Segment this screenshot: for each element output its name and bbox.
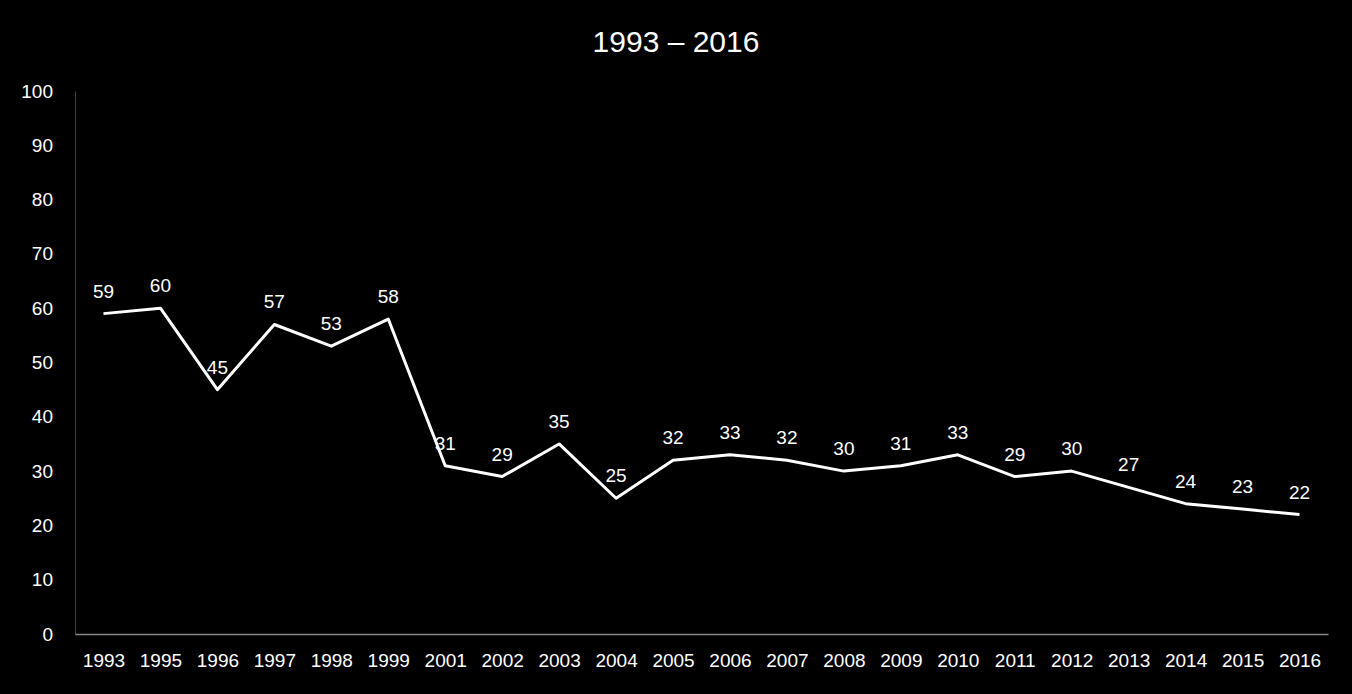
data-label: 60: [150, 275, 171, 296]
data-label: 33: [947, 422, 968, 443]
x-tick-label: 2013: [1108, 650, 1150, 671]
data-label: 35: [549, 411, 570, 432]
x-tick: 2004: [595, 650, 638, 671]
data-label: 22: [1289, 482, 1310, 503]
x-tick-label: 1999: [368, 650, 410, 671]
data-label: 25: [605, 465, 626, 486]
x-tick-label: 2011: [995, 650, 1036, 671]
x-tick: 1995: [140, 650, 182, 671]
x-tick-label: 2003: [538, 650, 580, 671]
x-tick-label: 2010: [937, 650, 979, 671]
x-tick-label: 1997: [254, 650, 296, 671]
data-label: 32: [776, 427, 797, 448]
x-axis: 1993 1995 1996 1997 1998 1999 2001 2002 2003 2004…: [76, 635, 1329, 672]
x-tick-label: 2009: [880, 650, 922, 671]
y-tick-label: 20: [32, 515, 53, 536]
x-tick: 2016: [1279, 650, 1321, 671]
x-tick-label: 2004: [595, 650, 638, 671]
y-tick-label: 80: [32, 189, 53, 210]
x-tick: 2014: [1165, 650, 1208, 671]
y-tick-label: 50: [32, 352, 53, 373]
x-tick: 2015: [1222, 650, 1264, 671]
line: [103, 308, 1299, 514]
data-label: 30: [1061, 438, 1082, 459]
x-tick-label: 1998: [311, 650, 353, 671]
data-label: 58: [378, 286, 399, 307]
y-tick-label: 90: [32, 135, 53, 156]
data-label: 31: [435, 433, 456, 454]
x-tick-label: 2016: [1279, 650, 1321, 671]
x-tick-label: 2001: [425, 650, 467, 671]
data-label: 27: [1118, 454, 1139, 475]
data-label: 59: [93, 281, 114, 302]
x-tick: 2005: [652, 650, 694, 671]
x-tick-label: 2008: [823, 650, 865, 671]
x-tick-label: 2005: [652, 650, 694, 671]
y-tick-label: 100: [21, 81, 53, 102]
x-tick: 2002: [482, 650, 524, 671]
x-tick-label: 1996: [197, 650, 239, 671]
x-tick-label: 2006: [709, 650, 751, 671]
data-label: 31: [890, 433, 911, 454]
plot-area: [103, 308, 1299, 514]
x-tick: 1998: [311, 650, 353, 671]
x-tick: 2010: [937, 650, 979, 671]
y-axis: 0 10 20 30 40 50 60 70 80 90 100: [21, 81, 75, 645]
x-tick: 2013: [1108, 650, 1150, 671]
x-tick-label: 2007: [766, 650, 808, 671]
data-label: 30: [833, 438, 854, 459]
x-tick: 2011: [995, 650, 1036, 671]
y-tick-label: 60: [32, 298, 53, 319]
x-tick-label: 2014: [1165, 650, 1208, 671]
data-label: 24: [1175, 471, 1197, 492]
y-tick-label: 0: [42, 624, 53, 645]
y-tick-label: 10: [32, 569, 53, 590]
y-tick: 90: [32, 135, 53, 156]
x-tick-label: 2012: [1051, 650, 1093, 671]
y-tick: 0: [42, 624, 53, 645]
y-tick: 50: [32, 352, 53, 373]
data-label: 29: [492, 444, 513, 465]
x-tick-label: 1995: [140, 650, 182, 671]
y-axis-line: [75, 92, 76, 635]
y-tick-label: 70: [32, 243, 53, 264]
y-tick: 80: [32, 189, 53, 210]
data-label: 32: [662, 427, 683, 448]
y-tick-label: 30: [32, 461, 53, 482]
x-tick-label: 1993: [83, 650, 125, 671]
x-tick-label: 2015: [1222, 650, 1264, 671]
x-tick: 2012: [1051, 650, 1093, 671]
y-tick: 100: [21, 81, 53, 102]
x-tick: 2007: [766, 650, 808, 671]
y-tick: 10: [32, 569, 53, 590]
data-label: 33: [719, 422, 740, 443]
y-tick: 60: [32, 298, 53, 319]
x-tick: 1996: [197, 650, 239, 671]
x-tick: 1999: [368, 650, 410, 671]
data-label: 57: [264, 291, 285, 312]
background: [0, 0, 1352, 694]
chart: 1993 – 201601020304050607080901001993199…: [0, 0, 1352, 694]
x-tick: 2001: [425, 650, 467, 671]
x-tick: 2006: [709, 650, 751, 671]
x-axis-line: [76, 634, 1329, 636]
y-tick: 30: [32, 461, 53, 482]
x-tick: 2003: [538, 650, 580, 671]
x-tick: 2009: [880, 650, 922, 671]
data-label: 29: [1004, 444, 1025, 465]
title: 1993 – 2016: [593, 25, 760, 58]
y-tick: 40: [32, 406, 53, 427]
x-tick-label: 2002: [482, 650, 524, 671]
y-tick: 20: [32, 515, 53, 536]
data-label: 23: [1232, 476, 1253, 497]
data-label: 45: [207, 357, 228, 378]
x-tick: 1997: [254, 650, 296, 671]
data-labels: 59 60 45 57 53 58 31 29 35 25 32 33 32 30 31 33 29 30 27 24…: [93, 275, 1310, 502]
y-tick: 70: [32, 243, 53, 264]
x-tick: 2008: [823, 650, 865, 671]
y-tick-label: 40: [32, 406, 53, 427]
x-tick: 1993: [83, 650, 125, 671]
data-label: 53: [321, 313, 342, 334]
